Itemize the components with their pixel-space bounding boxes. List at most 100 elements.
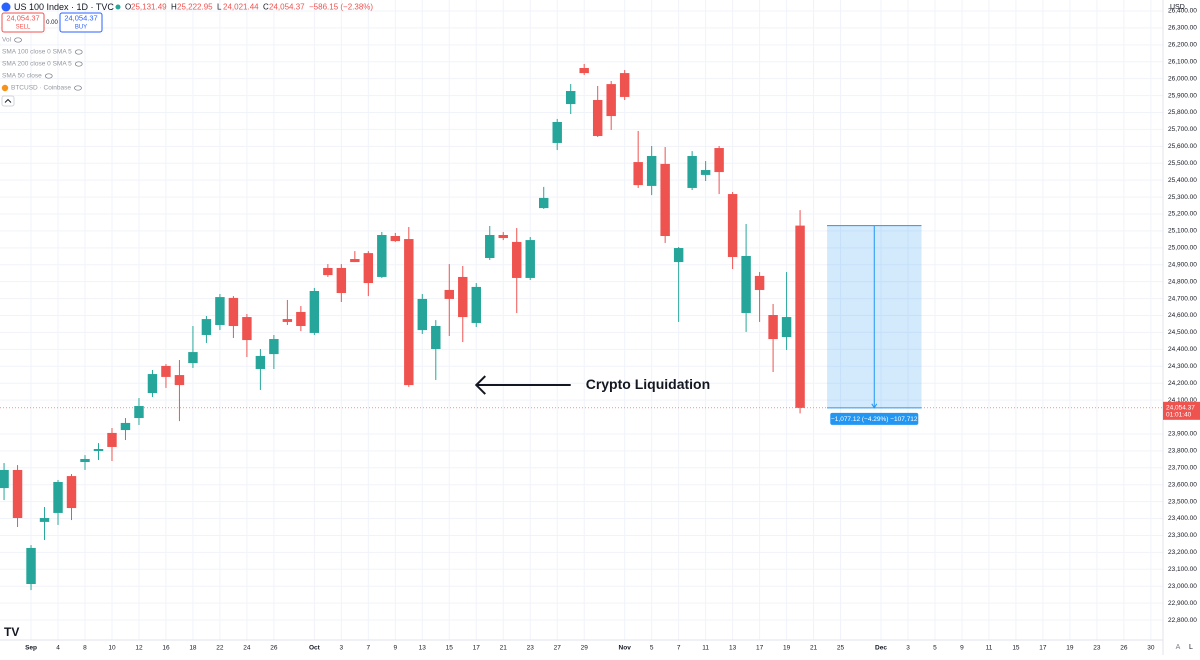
sell-button[interactable] [1,12,45,33]
x-tick-label: 23 [527,645,535,652]
y-tick-label: 24,100.00 [1168,397,1197,404]
x-tick-label: 7 [677,645,681,652]
x-tick-label: 27 [554,645,562,652]
candle-body [552,121,562,143]
symbol: US 100 Index · 1D · TVC [14,2,114,12]
candle-body [498,234,508,239]
candle-body [687,155,697,188]
visibility-icon[interactable] [74,61,83,67]
x-tick-label: 9 [960,645,964,652]
y-tick-label: 23,700.00 [1168,464,1197,471]
x-tick-label: Oct [309,645,321,652]
ohlc-value: 25,131.49 [131,3,167,12]
ohlc-value: 24,021.44 [223,3,259,12]
visibility-icon[interactable] [44,73,53,79]
x-tick-label: Dec [875,645,887,652]
countdown: 01:01:40 [1166,412,1192,419]
visibility-icon[interactable] [74,85,82,91]
candle-body [26,547,36,585]
candle-body [727,194,738,257]
y-tick-label: 22,800.00 [1168,617,1197,624]
candle-body [592,99,603,137]
x-tick-label: 22 [216,645,224,652]
x-tick-label: 8 [83,645,87,652]
y-tick-label: 25,600.00 [1168,143,1197,150]
y-tick-label: 25,300.00 [1168,194,1197,201]
ohlc-key: L [217,3,222,12]
y-tick-label: 25,800.00 [1168,109,1197,116]
y-tick-label: 23,900.00 [1168,431,1197,438]
change: −586.15 (−2.38%) [309,3,373,12]
x-tick-label: 13 [419,645,427,652]
x-tick-label: 17 [473,645,481,652]
candle-body [39,518,50,522]
y-tick-label: 25,700.00 [1168,126,1197,133]
collapse-icon [4,98,12,103]
candle-body [377,234,387,277]
y-tick-label: 23,600.00 [1168,481,1197,488]
annotation-arrow-head [474,375,486,395]
candle-body [255,355,266,369]
candle-body [107,432,117,447]
x-tick-label: 7 [367,645,371,652]
candle-body [390,236,401,242]
indicator-label: BTCUSD · Coinbase [11,85,71,92]
candle-body [781,317,792,338]
y-tick-label: 23,000.00 [1168,583,1197,590]
spread: 0.00 [46,20,58,26]
candle-body [134,406,144,419]
y-tick-label: 23,200.00 [1168,549,1197,556]
x-tick-label: 25 [837,645,845,652]
candle-body [12,469,23,519]
x-tick-label: 19 [1066,645,1074,652]
x-tick-label: 12 [135,645,143,652]
candle-body [228,297,239,327]
candle-body [471,286,481,323]
visibility-icon[interactable] [74,49,83,55]
x-tick-label: 24 [243,645,251,652]
visibility-icon[interactable] [14,37,22,43]
y-tick-label: 23,100.00 [1168,566,1197,573]
candle-body [66,476,77,509]
candle-body [147,374,158,394]
last-price-tag [1163,401,1200,420]
candle-body [215,297,225,325]
x-tick-label: 15 [1012,645,1020,652]
auto-scale[interactable]: A [1176,644,1181,651]
x-tick-label: 18 [189,645,197,652]
y-tick-label: 24,200.00 [1168,380,1197,387]
y-tick-label: 26,300.00 [1168,25,1197,32]
x-tick-label: 21 [810,645,818,652]
y-tick-label: 24,500.00 [1168,329,1197,336]
collapse-button[interactable] [1,95,15,107]
candle-body [350,259,360,263]
y-tick-label: 23,500.00 [1168,498,1197,505]
measure-label-box [830,412,919,425]
candle-body [619,73,630,97]
x-tick-label: 26 [270,645,278,652]
candle-body [323,267,333,276]
log-scale[interactable]: L [1189,644,1193,651]
candle-body [120,422,131,431]
candle-body [296,311,306,327]
candle-body [431,326,441,350]
buy-button[interactable] [59,12,103,33]
candle-body [714,148,724,173]
candle-body [93,448,104,452]
y-tick-label: 25,400.00 [1168,177,1197,184]
x-tick-label: 15 [446,645,454,652]
ohlc-key: H [171,3,177,12]
candle-body [525,240,535,278]
buy-price: 24,054.37 [64,13,97,22]
candle-body [700,170,711,175]
x-tick-label: 19 [783,645,791,652]
candle-body [188,352,198,364]
x-tick-label: 17 [1039,645,1047,652]
x-tick-label: Sep [25,645,37,652]
y-tick-label: 23,400.00 [1168,515,1197,522]
y-tick-label: 26,200.00 [1168,42,1197,49]
y-tick-label: 22,900.00 [1168,600,1197,607]
symbol-icon [1,2,11,12]
y-tick-label: 25,100.00 [1168,228,1197,235]
